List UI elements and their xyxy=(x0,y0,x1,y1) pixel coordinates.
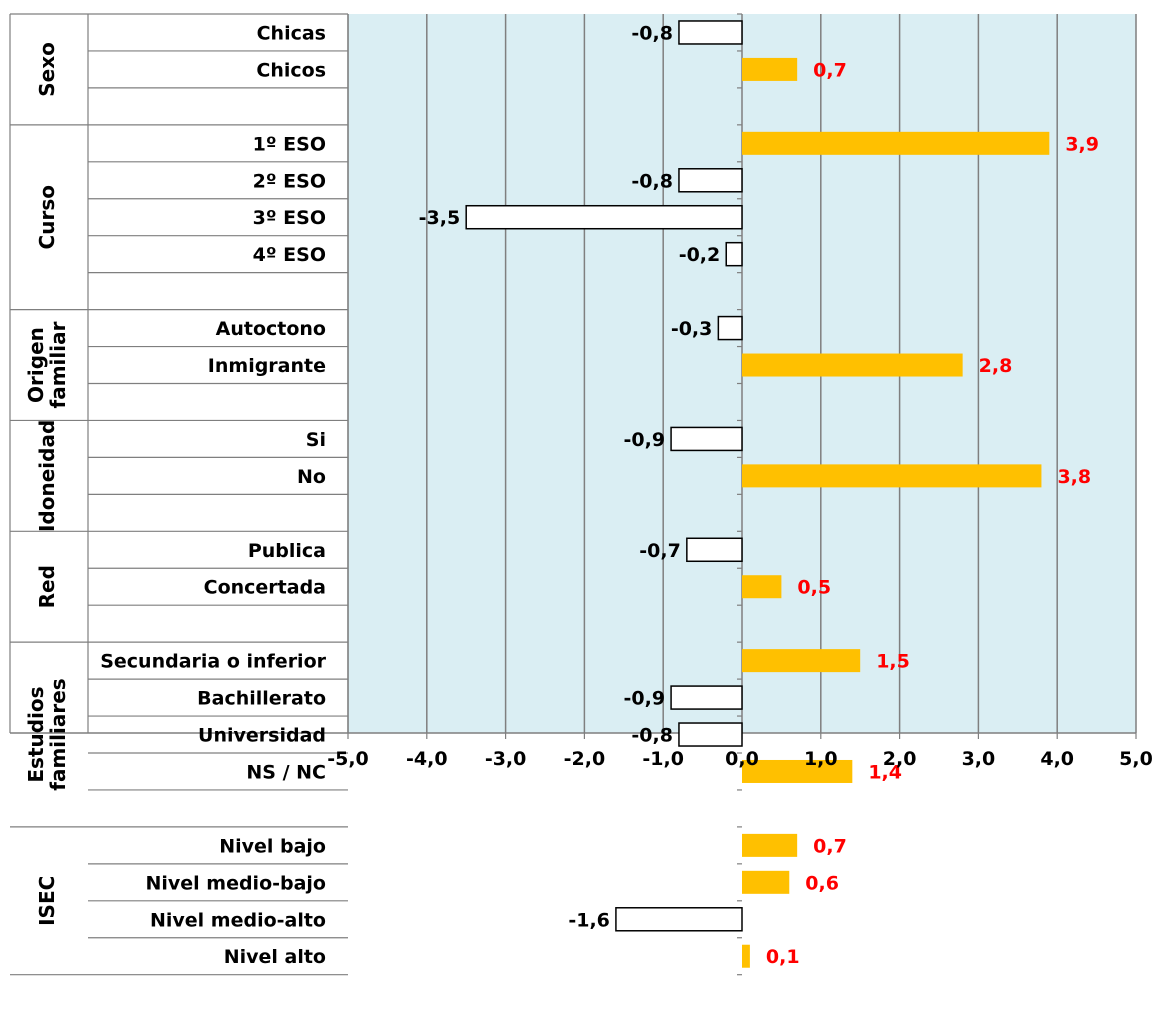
data-label: 3,8 xyxy=(1057,466,1091,488)
x-tick-labels: -5,0 -4,0 -3,0 -2,0 -1,0 0,0 1,0 2,0 3,0 4,0 5,0 xyxy=(327,748,1153,770)
category-label: 4º ESO xyxy=(253,244,326,266)
category-label: Si xyxy=(306,429,326,451)
data-label: 3,9 xyxy=(1065,133,1099,155)
bar xyxy=(670,426,743,452)
bar xyxy=(742,759,853,783)
data-label: 0,6 xyxy=(805,872,839,894)
category-label: Chicas xyxy=(257,22,326,44)
data-label: -0,9 xyxy=(624,688,666,710)
bar xyxy=(742,870,790,894)
bar xyxy=(717,315,743,341)
category-label: 1º ESO xyxy=(253,133,326,155)
bar xyxy=(742,833,798,857)
data-label: -0,7 xyxy=(639,540,681,562)
bar xyxy=(678,722,743,747)
data-label: 0,7 xyxy=(813,835,847,857)
category-label: Nivel alto xyxy=(224,946,326,968)
data-label: 0,5 xyxy=(797,577,831,599)
bar xyxy=(742,57,798,81)
data-label: -0,2 xyxy=(679,244,721,266)
category-label: Chicos xyxy=(256,59,326,81)
category-labels: Chicas Chicos 1º ESO 2º ESO 3º ESO 4º ESO Auto… xyxy=(100,22,326,968)
x-tick-label: 0,0 xyxy=(725,748,759,770)
category-label: Autoctono xyxy=(216,318,326,340)
group-label: Idoneidad xyxy=(35,420,59,532)
data-label: -1,6 xyxy=(568,909,610,931)
x-tick-label: -3,0 xyxy=(485,748,527,770)
x-tick-label: 2,0 xyxy=(883,748,917,770)
category-label: 3º ESO xyxy=(253,207,326,229)
category-label: Nivel bajo xyxy=(219,835,326,857)
x-tick-label: 1,0 xyxy=(804,748,838,770)
data-label: 1,5 xyxy=(876,651,910,673)
category-label: 2º ESO xyxy=(253,170,326,192)
bar xyxy=(678,20,743,45)
category-label: Concertada xyxy=(204,577,326,599)
bar xyxy=(742,575,782,599)
group-label: Estudiosfamiliares xyxy=(24,678,70,790)
x-tick-label: 5,0 xyxy=(1119,748,1153,770)
bar xyxy=(742,464,1042,488)
data-label: -0,9 xyxy=(624,429,666,451)
bar xyxy=(742,944,750,968)
x-tick-label: 4,0 xyxy=(1040,748,1074,770)
group-label: ISEC xyxy=(35,876,59,926)
x-tick-label: -2,0 xyxy=(564,748,606,770)
data-label: 0,7 xyxy=(813,59,847,81)
bar xyxy=(725,241,743,267)
category-label: Nivel medio-alto xyxy=(150,909,326,931)
category-label: NS / NC xyxy=(246,761,326,783)
data-label: -0,8 xyxy=(631,22,673,44)
bar xyxy=(678,168,743,193)
data-label: 1,4 xyxy=(868,761,902,783)
bar xyxy=(465,204,743,230)
group-labels: Sexo Curso Origenfamiliar Idoneidad Red Estud… xyxy=(24,42,70,926)
bar xyxy=(615,907,743,932)
group-label: Red xyxy=(35,565,59,608)
group-label: Origenfamiliar xyxy=(24,321,70,408)
group-label: Curso xyxy=(35,185,59,249)
category-label: Secundaria o inferior xyxy=(100,651,326,673)
group-label: Sexo xyxy=(35,42,59,97)
category-label: Universidad xyxy=(198,725,326,747)
x-tick-label: 3,0 xyxy=(962,748,996,770)
x-tick-label: -5,0 xyxy=(327,748,369,770)
data-label: -3,5 xyxy=(419,207,461,229)
data-label: 2,8 xyxy=(979,355,1013,377)
bar xyxy=(742,649,861,673)
category-label: No xyxy=(297,466,326,488)
category-label: Inmigrante xyxy=(208,355,326,377)
bar xyxy=(686,537,743,563)
category-label: Publica xyxy=(248,540,326,562)
bar xyxy=(670,685,743,710)
data-label: -0,3 xyxy=(671,318,713,340)
data-label: -0,8 xyxy=(631,725,673,747)
category-label: Nivel medio-bajo xyxy=(145,872,326,894)
data-label: -0,8 xyxy=(631,170,673,192)
x-tick-label: -4,0 xyxy=(406,748,448,770)
value-labels: -0,8 0,7 3,9 -0,8 -3,5 -0,2 -0,3 2,8 -0,9 3,8 -0,7… xyxy=(419,22,1099,968)
bars xyxy=(465,20,1050,968)
bar xyxy=(742,353,963,377)
data-label: 0,1 xyxy=(766,946,800,968)
bar xyxy=(742,131,1050,155)
category-label: Bachillerato xyxy=(197,688,326,710)
x-tick-label: -1,0 xyxy=(642,748,684,770)
